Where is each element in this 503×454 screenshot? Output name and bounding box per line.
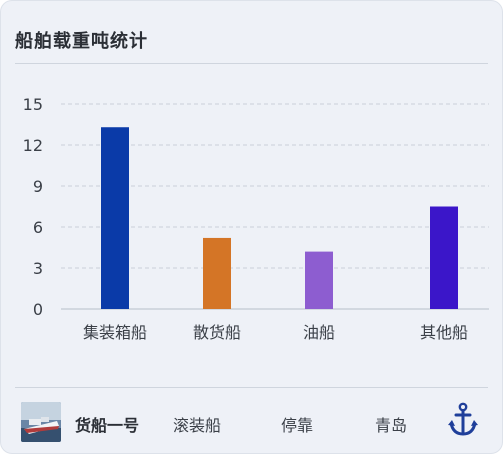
y-tick-label: 0 (33, 300, 43, 319)
title-divider (15, 63, 488, 64)
bar (203, 237, 231, 309)
y-tick-label: 12 (23, 136, 43, 155)
ship-status: 停靠 (281, 416, 314, 435)
y-tick-label: 15 (23, 95, 43, 114)
x-tick-label: 集装箱船 (83, 323, 147, 342)
anchor-icon[interactable] (447, 402, 479, 438)
ship-name: 货船一号 (75, 416, 140, 435)
y-tick-label: 9 (33, 177, 43, 196)
x-tick-label: 其他船 (420, 323, 468, 342)
chart-title: 船舶载重吨统计 (15, 31, 148, 52)
ship-info-row[interactable]: 货船一号 滚装船 停靠 青岛 (1, 388, 502, 453)
bar-chart: 0 3 6 9 12 15 集装箱船 散货船 油船 其他船 (23, 95, 489, 342)
y-tick-label: 3 (33, 259, 43, 278)
x-tick-label: 油船 (303, 323, 335, 342)
ship-type: 滚装船 (173, 416, 222, 435)
ship-port: 青岛 (375, 416, 408, 435)
bar (430, 206, 458, 309)
y-tick-label: 6 (33, 218, 43, 237)
footer-divider (15, 387, 488, 388)
bar (101, 127, 129, 309)
x-tick-label: 散货船 (193, 323, 241, 342)
ship-photo-icon (21, 402, 61, 442)
bar (305, 251, 333, 309)
